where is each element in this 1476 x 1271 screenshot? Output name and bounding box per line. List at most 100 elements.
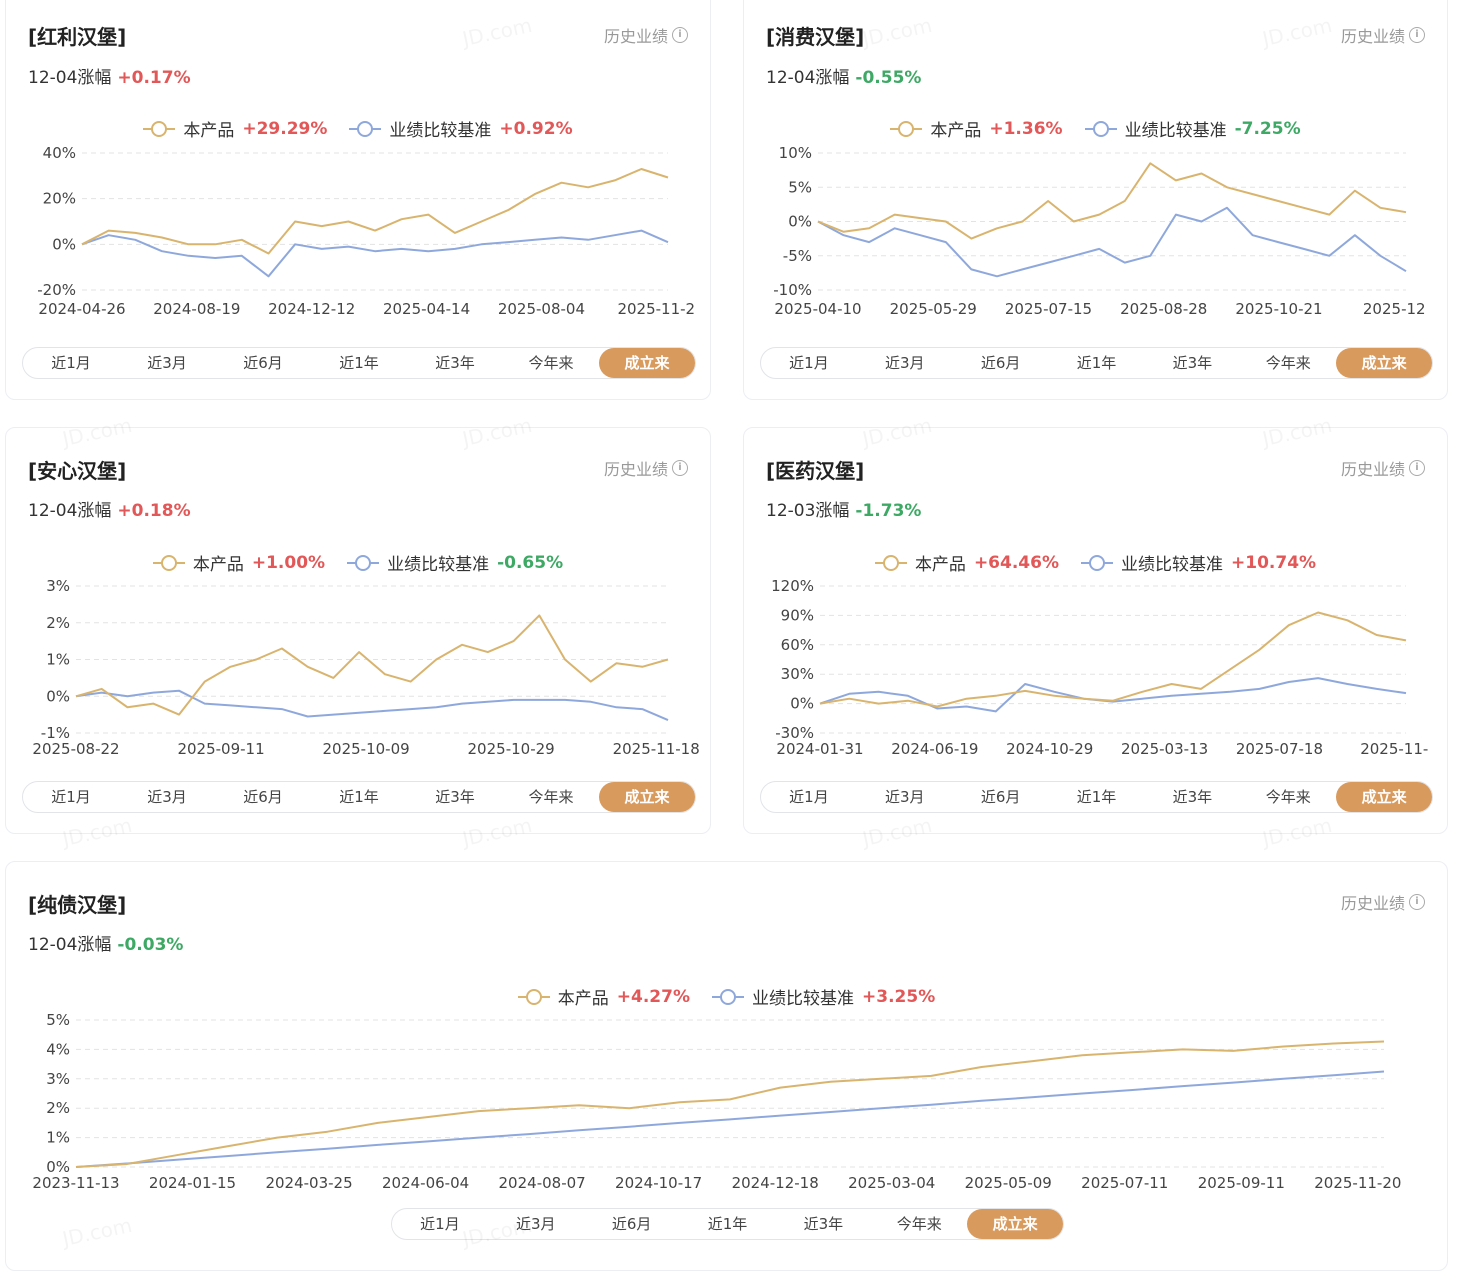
period-tab[interactable]: 近1年 [707, 1215, 748, 1233]
x-tick-label: 2025-09-11 [177, 740, 264, 758]
line-chart: 3% 2% 1% 0% -1%2025-08-22 2025-09-11 2025-10-0… [32, 577, 699, 758]
period-tab[interactable]: 近6月 [980, 788, 1021, 806]
benchmark-return: +0.92% [499, 118, 573, 139]
period-tab[interactable]: 近3月 [885, 354, 925, 372]
x-tick-label: 2025-03-13 [1121, 740, 1208, 758]
x-tick-label: 2024-08-07 [499, 1174, 586, 1192]
y-tick-label: 60% [781, 636, 814, 654]
period-tabs: 近1月 近3月 近6月 近1年 近3年 今年来 成立来 [22, 347, 696, 379]
x-tick-label: 2024-10-17 [615, 1174, 702, 1192]
period-tab[interactable]: 近3月 [147, 788, 187, 806]
period-tab[interactable]: 成立来 [599, 782, 695, 812]
legend-product[interactable]: 本产品 +1.36% [890, 116, 1063, 141]
period-tab[interactable]: 近1月 [51, 788, 91, 806]
period-tab[interactable]: 近1月 [420, 1215, 460, 1233]
y-tick-label: 3% [46, 1070, 70, 1088]
period-tab[interactable]: 近6月 [611, 1215, 652, 1233]
history-performance-link[interactable]: 历史业绩 i [1341, 23, 1425, 47]
legend-product[interactable]: 本产品 +64.46% [874, 550, 1059, 575]
period-tab[interactable]: 近1月 [789, 354, 829, 372]
period-tab[interactable]: 近1年 [339, 788, 379, 806]
history-performance-link[interactable]: 历史业绩 i [604, 456, 688, 480]
legend-benchmark[interactable]: 业绩比较基准 -0.65% [347, 550, 563, 575]
daily-change-value: -1.73% [855, 501, 922, 521]
line-chart: 5% 4% 3% 2% 1% 0%2023-11-13 2024-01-15 2024-03-… [32, 1011, 1401, 1192]
daily-change-value: -0.03% [117, 935, 184, 955]
fund-card-steady: [安心汉堡] 历史业绩 i 12-04涨幅 +0.18% 本产品 +1.00% 业绩比… [5, 427, 711, 834]
x-tick-label: 2024-08-19 [153, 300, 240, 318]
period-tab[interactable]: 成立来 [599, 348, 695, 378]
history-performance-link[interactable]: 历史业绩 i [604, 23, 688, 47]
y-tick-label: 0% [46, 1158, 70, 1176]
fund-card-dividend: [红利汉堡] 历史业绩 i 12-04涨幅 +0.17% 本产品 +29.29% 业绩… [5, 0, 711, 400]
legend-product-marker [874, 554, 907, 571]
x-tick-label: 2024-01-15 [149, 1174, 236, 1192]
legend-product[interactable]: 本产品 +1.00% [152, 550, 326, 575]
period-tab[interactable]: 成立来 [967, 1209, 1064, 1239]
x-tick-label: 2024-12-12 [268, 300, 355, 318]
legend-product[interactable]: 本产品 +29.29% [143, 116, 327, 141]
period-tab[interactable]: 近3月 [147, 354, 187, 372]
period-tab[interactable]: 近3月 [885, 788, 925, 806]
x-tick-label: 2025-11-2 [617, 300, 695, 318]
legend-product-marker [890, 120, 923, 137]
y-tick-label: 10% [779, 144, 812, 162]
legend-benchmark[interactable]: 业绩比较基准 +10.74% [1081, 550, 1316, 575]
x-tick-label: 2025-04-10 [774, 300, 861, 318]
period-tab[interactable]: 近3年 [803, 1215, 844, 1233]
series-line-benchmark [819, 677, 1407, 713]
x-tick-label: 2024-03-25 [265, 1174, 352, 1192]
daily-change-value: -0.55% [855, 68, 922, 88]
period-tab[interactable]: 近1月 [789, 788, 829, 806]
period-tab[interactable]: 近3年 [1172, 788, 1213, 806]
period-tab[interactable]: 近3年 [435, 354, 475, 372]
period-tab[interactable]: 今年来 [1265, 788, 1311, 806]
period-tab[interactable]: 近6月 [243, 788, 283, 806]
y-tick-label: 30% [781, 665, 814, 683]
period-tab[interactable]: 近3月 [516, 1215, 556, 1233]
benchmark-return: -7.25% [1234, 118, 1301, 139]
y-tick-label: 20% [43, 190, 76, 208]
daily-change: 12-04涨幅 +0.17% [28, 68, 191, 88]
fund-card-pharma: [医药汉堡] 历史业绩 i 12-03涨幅 -1.73% 本产品 +64.46% 业绩… [743, 427, 1448, 834]
legend-product[interactable]: 本产品 +4.27% [517, 984, 690, 1009]
period-tab[interactable]: 今年来 [1265, 354, 1311, 372]
chart-legend: 本产品 +1.00% 业绩比较基准 -0.65% [6, 550, 710, 575]
y-tick-label: 0% [52, 235, 76, 253]
series-line-product [75, 1040, 1385, 1168]
period-tab[interactable]: 今年来 [528, 788, 574, 806]
period-tab[interactable]: 近6月 [980, 354, 1021, 372]
period-tab[interactable]: 近3年 [435, 788, 475, 806]
card-title: [红利汉堡] [28, 25, 127, 49]
period-tab[interactable]: 近1月 [51, 354, 91, 372]
period-tab[interactable]: 今年来 [528, 354, 574, 372]
history-performance-link[interactable]: 历史业绩 i [1341, 456, 1425, 480]
x-tick-label: 2025-08-04 [498, 300, 585, 318]
history-performance-link[interactable]: 历史业绩 i [1341, 890, 1425, 914]
product-return: +29.29% [242, 118, 328, 139]
period-tab[interactable]: 今年来 [896, 1215, 942, 1233]
legend-benchmark[interactable]: 业绩比较基准 +3.25% [712, 984, 935, 1009]
y-tick-label: 5% [788, 178, 812, 196]
period-tab[interactable]: 近6月 [243, 354, 283, 372]
legend-benchmark[interactable]: 业绩比较基准 +0.92% [349, 116, 573, 141]
product-return: +1.36% [989, 118, 1063, 139]
period-tab[interactable]: 近1年 [339, 354, 379, 372]
product-return: +1.00% [251, 552, 326, 573]
y-tick-label: 0% [788, 213, 812, 231]
legend-product-marker [517, 988, 550, 1005]
y-tick-label: 2% [46, 1099, 70, 1117]
x-tick-label: 2025-11- [1360, 740, 1428, 758]
period-tab[interactable]: 近1年 [1076, 354, 1117, 372]
x-tick-label: 2024-01-31 [776, 740, 863, 758]
period-tab[interactable]: 成立来 [1336, 782, 1433, 812]
x-tick-label: 2024-06-19 [891, 740, 978, 758]
info-icon: i [1409, 894, 1425, 910]
legend-benchmark[interactable]: 业绩比较基准 -7.25% [1084, 116, 1301, 141]
x-tick-label: 2025-07-18 [1236, 740, 1323, 758]
period-tab[interactable]: 近3年 [1172, 354, 1213, 372]
period-tabs: 近1月 近3月 近6月 近1年 近3年 今年来 成立来 [391, 1208, 1064, 1240]
period-tab[interactable]: 近1年 [1076, 788, 1117, 806]
period-tab[interactable]: 成立来 [1336, 348, 1433, 378]
daily-change: 12-03涨幅 -1.73% [766, 501, 922, 521]
